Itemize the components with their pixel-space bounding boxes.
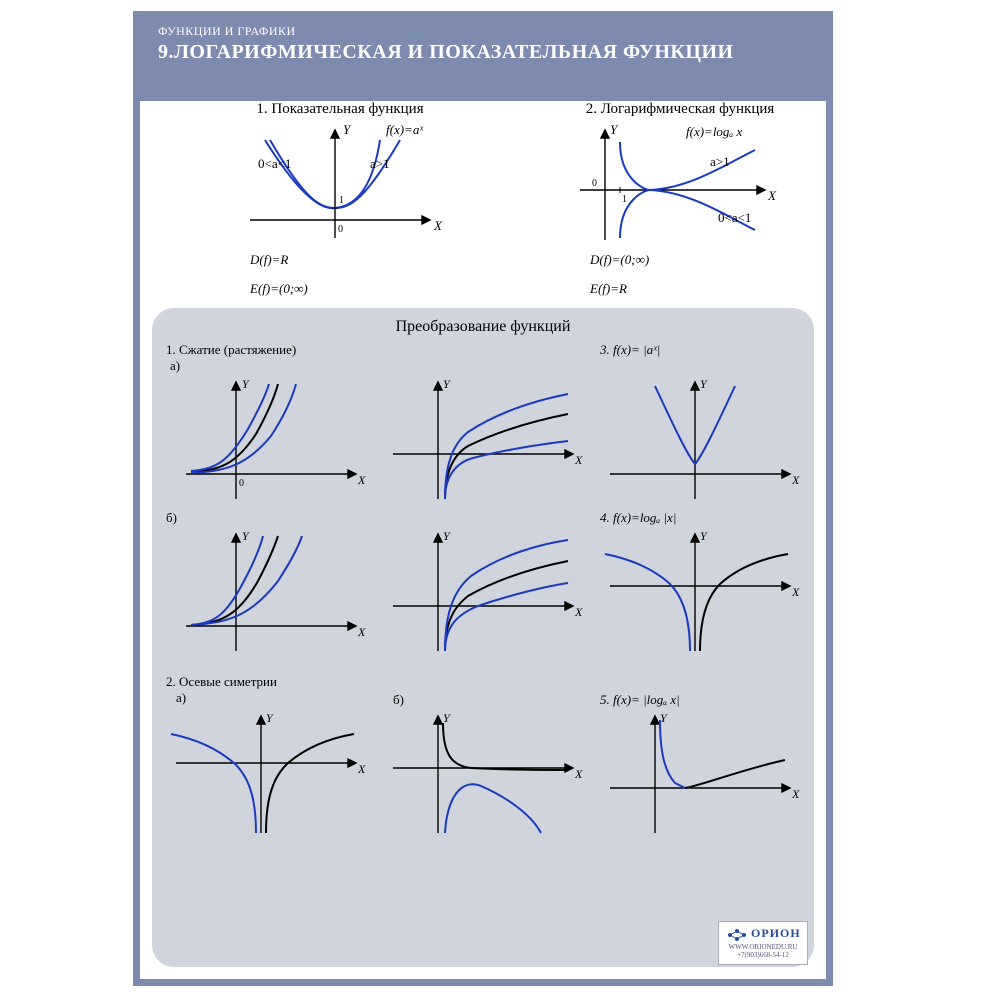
log-ax-y: Y <box>610 122 619 137</box>
lbl-s3: 3. f(x)= |aˣ| <box>600 342 800 358</box>
log-block: 2. Логарифмическая функция Y X f(x)=logₐ… <box>520 101 840 310</box>
svg-text:Y: Y <box>700 529 708 543</box>
log-lab-top: a>1 <box>710 154 730 169</box>
svg-text:Y: Y <box>242 529 250 543</box>
poster-inner: ФУНКЦИИ И ГРАФИКИ 9.ЛОГАРИФМИЧЕСКАЯ И ПО… <box>140 18 826 979</box>
g-exp-stretch: Y X 0 <box>166 374 366 504</box>
svg-text:Y: Y <box>443 377 451 391</box>
svg-text:Y: Y <box>266 711 274 725</box>
svg-text:Y: Y <box>242 377 250 391</box>
svg-text:Y: Y <box>660 711 668 725</box>
g-abs-exp: Y X <box>600 374 800 504</box>
panel-title: Преобразование функций <box>166 318 800 336</box>
lbl-s1: 1. Сжатие (растяжение) <box>166 342 366 358</box>
exp-range: E(f)=(0;∞) <box>250 281 500 297</box>
svg-text:X: X <box>574 453 583 467</box>
lbl-s4: 4. f(x)=logₐ |x| <box>600 510 800 526</box>
exp-lab-left: 0<a<1 <box>258 156 291 171</box>
g-exp-stretch-b: Y X <box>166 526 366 656</box>
row-labels-2: б) 4. f(x)=logₐ |x| <box>166 510 800 526</box>
poster-frame: ФУНКЦИИ И ГРАФИКИ 9.ЛОГАРИФМИЧЕСКАЯ И ПО… <box>133 11 833 986</box>
log-ax-x: X <box>767 188 777 203</box>
row-labels-3: 2. Осевые симетрииа) б) 5. f(x)= |logₐ x… <box>166 674 800 708</box>
lbl-s5: 5. f(x)= |logₐ x| <box>600 692 800 708</box>
row-2: Y X Y X <box>166 526 800 656</box>
exp-ax-y: Y <box>343 122 352 137</box>
log-lab-bot: 0<a<1 <box>718 210 751 225</box>
log-origin: 0 <box>592 178 597 189</box>
svg-text:X: X <box>357 473 366 487</box>
row-3: Y X <box>166 708 800 838</box>
exp-domain: D(f)=R <box>250 252 500 268</box>
top-definitions: 1. Показательная функция Y X f(x)=aˣ <box>140 95 826 305</box>
log-range: E(f)=R <box>590 281 840 297</box>
svg-text:Y: Y <box>443 711 451 725</box>
header: ФУНКЦИИ И ГРАФИКИ 9.ЛОГАРИФМИЧЕСКАЯ И ПО… <box>140 18 826 101</box>
exp-formula: f(x)=aˣ <box>386 122 423 137</box>
log-title: 2. Логарифмическая функция <box>520 101 840 118</box>
svg-text:X: X <box>357 625 366 639</box>
svg-text:X: X <box>791 585 800 599</box>
g-sym-a: Y X <box>166 708 366 838</box>
g-log-stretch: Y X <box>383 374 583 504</box>
svg-text:Y: Y <box>443 529 451 543</box>
log-formula: f(x)=logₐ x <box>686 124 742 139</box>
row-labels-1: 1. Сжатие (растяжение) 3. f(x)= |aˣ| <box>166 342 800 358</box>
header-supertitle: ФУНКЦИИ И ГРАФИКИ <box>158 24 808 39</box>
lbl-s2: 2. Осевые симетрии <box>166 674 366 690</box>
exp-lab-right: a>1 <box>370 156 390 171</box>
publisher-url: WWW.ORIONEDU.RU <box>729 943 798 951</box>
svg-text:X: X <box>574 605 583 619</box>
lbl-b: б) <box>166 510 366 526</box>
log-domain: D(f)=(0;∞) <box>590 252 840 268</box>
svg-text:X: X <box>357 762 366 776</box>
svg-text:X: X <box>791 787 800 801</box>
svg-text:Y: Y <box>700 377 708 391</box>
header-title: 9.ЛОГАРИФМИЧЕСКАЯ И ПОКАЗАТЕЛЬНАЯ ФУНКЦИ… <box>158 41 808 63</box>
exp-graph: Y X f(x)=aˣ 0<a<1 a>1 1 0 <box>210 120 470 250</box>
log-graph: Y X f(x)=logₐ x a>1 0<a<1 1 0 <box>550 120 810 250</box>
transforms-panel: Преобразование функций 1. Сжатие (растяж… <box>152 308 814 967</box>
exp-origin: 0 <box>338 224 343 235</box>
exp-ax-x: X <box>433 218 443 233</box>
log-tick: 1 <box>622 194 627 205</box>
lbl-a: а) <box>170 358 800 374</box>
svg-text:X: X <box>791 473 800 487</box>
g-sym-b: Y X <box>383 708 583 838</box>
g-log-stretch-b: Y X <box>383 526 583 656</box>
exp-tick: 1 <box>339 195 344 206</box>
g-abs-log: Y X <box>600 708 800 838</box>
publisher-name: ОРИОН <box>751 926 801 940</box>
svg-text:X: X <box>574 767 583 781</box>
publisher-badge: ОРИОН WWW.ORIONEDU.RU +7(903)668-54-12 <box>718 921 808 965</box>
row-1: Y X 0 Y X <box>166 374 800 504</box>
g-log-abs-x: Y X <box>600 526 800 656</box>
exp-title: 1. Показательная функция <box>180 101 500 118</box>
publisher-phone: +7(903)668-54-12 <box>737 951 789 959</box>
svg-text:0: 0 <box>239 478 244 489</box>
exponential-block: 1. Показательная функция Y X f(x)=aˣ <box>180 101 500 310</box>
